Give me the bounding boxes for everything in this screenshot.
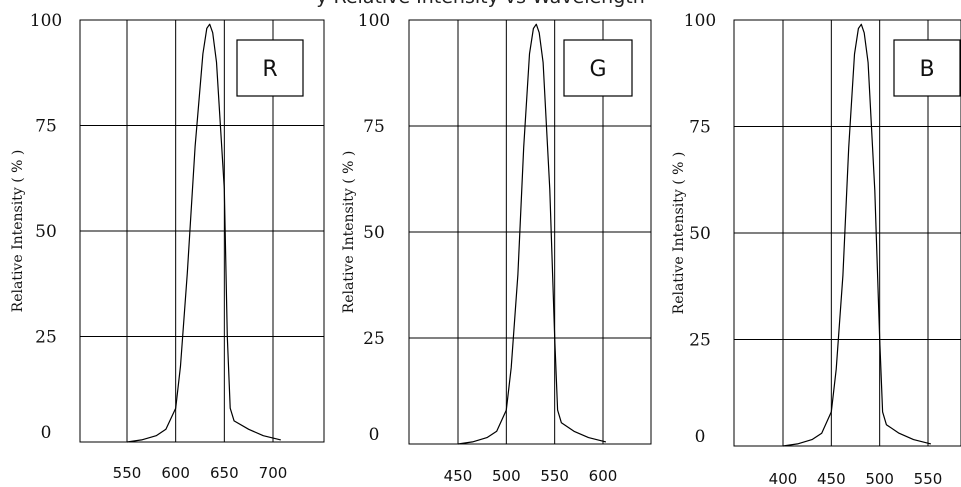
x-tick-label: 400 bbox=[769, 470, 798, 487]
y-tick-label: 0 bbox=[41, 423, 52, 443]
x-tick-label: 450 bbox=[444, 467, 473, 485]
x-tick-label: 600 bbox=[589, 467, 618, 485]
y-axis-label: Relative Intensity ( % ) bbox=[10, 150, 26, 313]
channel-badge bbox=[563, 39, 633, 97]
spectrum-curve bbox=[782, 23, 932, 447]
x-tick-label: 700 bbox=[259, 464, 288, 482]
x-tick-label: 500 bbox=[492, 467, 521, 485]
channel-badge-label: G bbox=[589, 57, 606, 82]
channel-badge bbox=[236, 39, 304, 97]
x-tick-label: 550 bbox=[914, 470, 943, 487]
y-axis-label: Relative Intensity ( % ) bbox=[671, 152, 687, 315]
x-tick-label: 550 bbox=[540, 467, 569, 485]
y-tick-label: 25 bbox=[35, 328, 57, 348]
y-tick-label: 50 bbox=[35, 222, 57, 242]
y-tick-label: 100 bbox=[684, 11, 716, 31]
y-tick-label: 25 bbox=[689, 331, 711, 351]
y-tick-label: 50 bbox=[363, 223, 385, 243]
y-tick-label: 25 bbox=[363, 329, 385, 349]
y-axis-label: Relative Intensity ( % ) bbox=[341, 151, 357, 314]
x-tick-label: 650 bbox=[210, 464, 239, 482]
y-tick-label: 0 bbox=[695, 427, 706, 447]
y-tick-label: 75 bbox=[363, 117, 385, 137]
page-title: y Relative Intensity vs Wavelength bbox=[0, 0, 961, 8]
channel-badge bbox=[893, 39, 961, 97]
spectrum-curve bbox=[457, 23, 607, 445]
y-tick-label: 100 bbox=[30, 11, 62, 31]
x-tick-label: 450 bbox=[817, 470, 846, 487]
x-tick-label: 500 bbox=[865, 470, 894, 487]
x-tick-label: 550 bbox=[113, 464, 142, 482]
y-tick-label: 75 bbox=[689, 118, 711, 138]
channel-badge-label: B bbox=[919, 57, 934, 82]
y-tick-label: 0 bbox=[369, 425, 380, 445]
y-tick-label: 75 bbox=[35, 117, 57, 137]
y-tick-label: 100 bbox=[358, 11, 390, 31]
spectrum-curve bbox=[126, 23, 281, 443]
y-tick-label: 50 bbox=[689, 224, 711, 244]
channel-badge-label: R bbox=[262, 57, 277, 82]
x-tick-label: 600 bbox=[161, 464, 190, 482]
